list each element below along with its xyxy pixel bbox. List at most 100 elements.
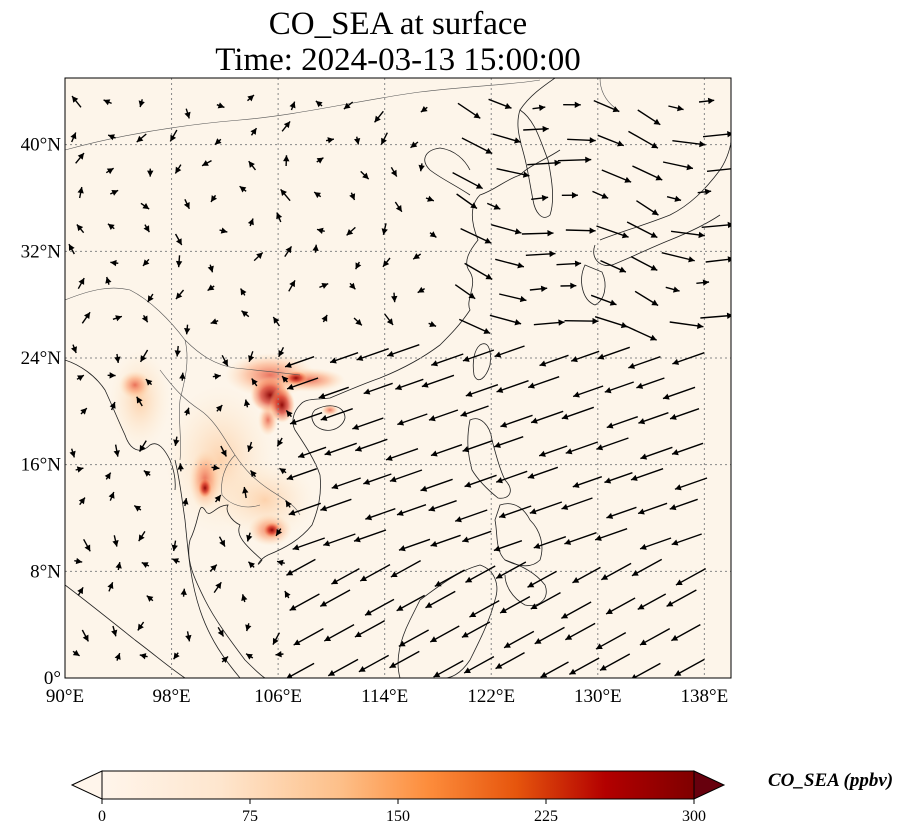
wind-arrow — [355, 261, 362, 270]
wind-arrow — [529, 285, 548, 293]
wind-arrow — [201, 160, 212, 167]
wind-arrow — [631, 558, 663, 577]
wind-arrow — [68, 243, 75, 255]
wind-arrow — [560, 282, 577, 289]
wind-arrow — [107, 223, 115, 231]
wind-arrow — [355, 438, 388, 452]
wind-arrow — [221, 656, 229, 663]
wind-arrow — [70, 132, 77, 143]
wind-arrow — [77, 186, 84, 199]
wind-arrow — [527, 570, 557, 588]
wind-arrow — [215, 404, 223, 412]
wind-arrow — [636, 200, 659, 216]
wind-arrow — [671, 442, 704, 456]
lat-tick-label: 16°N — [21, 455, 62, 476]
wind-arrow — [417, 286, 425, 294]
wind-arrow — [525, 250, 556, 258]
wind-arrow — [115, 562, 122, 571]
wind-arrow — [430, 444, 463, 457]
wind-arrow — [292, 537, 325, 551]
wind-arrow — [279, 467, 287, 475]
wind-arrow — [104, 472, 112, 480]
wind-arrow — [214, 494, 222, 503]
wind-arrow — [397, 413, 428, 426]
wind-arrow — [363, 473, 392, 485]
wind-arrow — [138, 99, 145, 108]
wind-arrow — [313, 191, 322, 199]
wind-arrow — [530, 592, 561, 610]
wind-arrow — [428, 409, 459, 422]
wind-arrow — [561, 192, 578, 199]
wind-arrow — [360, 170, 370, 180]
wind-arrow — [285, 410, 293, 418]
wind-arrow — [216, 102, 225, 109]
wind-arrow — [217, 626, 225, 637]
wind-arrow — [136, 396, 143, 407]
wind-arrow — [420, 105, 428, 113]
colorbar: 0 75 150 225 300 — [70, 770, 726, 825]
wind-arrow — [670, 230, 705, 239]
lat-tick-label: 24°N — [21, 348, 62, 369]
wind-arrow — [312, 244, 319, 253]
colorbar-ticks: 0 75 150 225 300 — [98, 799, 706, 825]
wind-arrow — [640, 446, 673, 460]
wind-arrow — [534, 626, 565, 645]
wind-arrow — [365, 508, 396, 521]
wind-arrow — [460, 405, 489, 417]
wind-arrow — [495, 652, 525, 670]
wind-arrow — [637, 502, 668, 515]
wind-arrow — [75, 152, 85, 164]
wind-arrow — [183, 199, 191, 210]
wind-arrow — [286, 377, 319, 390]
wind-arrow — [605, 597, 636, 615]
wind-arrow — [494, 345, 525, 358]
wind-arrow — [499, 596, 531, 614]
wind-arrow — [327, 658, 359, 677]
wind-arrow — [171, 540, 178, 552]
wind-arrow — [289, 412, 323, 425]
wind-arrow — [488, 98, 512, 110]
wind-arrow — [114, 652, 121, 661]
wind-arrow — [353, 529, 387, 543]
wind-arrow — [105, 167, 115, 175]
colorbar-tick-label: 300 — [682, 808, 706, 825]
wind-arrow — [462, 440, 493, 453]
wind-arrow — [428, 321, 437, 328]
wind-arrow — [604, 381, 634, 394]
wind-arrow — [631, 662, 661, 678]
wind-arrow — [461, 137, 493, 155]
wind-arrow — [499, 293, 527, 303]
wind-arrow — [136, 133, 147, 143]
wind-arrow — [140, 202, 150, 210]
wind-arrow — [285, 662, 315, 678]
wind-arrow — [463, 656, 495, 674]
colorbar-gradient — [101, 770, 695, 800]
wind-arrow — [532, 104, 546, 111]
wind-arrow — [247, 441, 254, 452]
wind-arrow — [288, 280, 296, 292]
wind-arrow — [184, 108, 191, 119]
wind-arrow — [705, 256, 731, 263]
wind-arrow — [500, 414, 533, 428]
wind-arrow — [174, 164, 182, 174]
wind-arrow — [315, 100, 323, 108]
wind-arrow — [145, 378, 153, 386]
wind-arrow — [211, 464, 220, 471]
wind-arrow — [113, 444, 120, 457]
wind-arrow — [465, 384, 499, 397]
wind-arrow — [596, 437, 629, 451]
wind-arrow — [527, 466, 559, 479]
wind-arrow — [72, 649, 80, 657]
wind-arrow — [561, 406, 595, 420]
wind-arrow — [103, 99, 112, 106]
wind-arrow — [248, 160, 257, 171]
longitude-labels: 90°E 98°E 106°E 114°E 122°E 130°E 138°E — [46, 686, 728, 707]
wind-arrow — [630, 468, 664, 481]
wind-arrow — [245, 653, 254, 660]
wind-arrow — [288, 502, 321, 516]
wind-arrow — [674, 477, 708, 491]
wind-arrow — [358, 654, 390, 673]
wind-arrow — [390, 560, 421, 578]
wind-arrow — [593, 100, 620, 113]
